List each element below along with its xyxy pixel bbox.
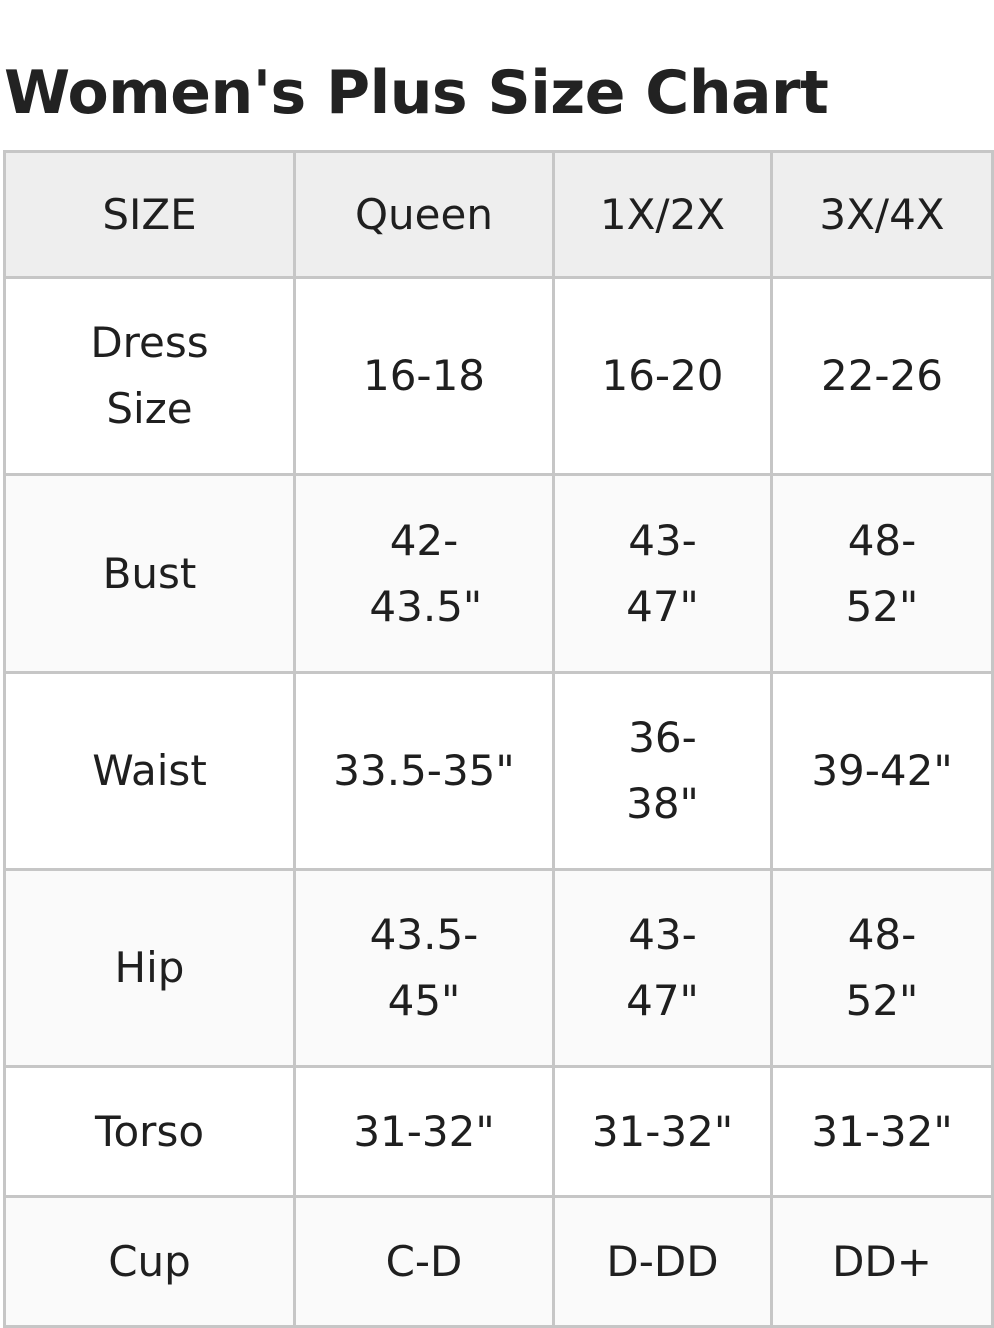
cell: 43-47" — [552, 868, 773, 1068]
header-row: SIZE Queen 1X/2X 3X/4X — [3, 150, 994, 279]
cell: 31-32" — [293, 1065, 555, 1198]
header-1x2x: 1X/2X — [552, 150, 773, 279]
cell: 31-32" — [552, 1065, 773, 1198]
row-label: Torso — [3, 1065, 296, 1198]
cell: 22-26 — [770, 276, 994, 476]
row-label: Bust — [3, 473, 296, 674]
row-label: Dress Size — [3, 276, 296, 476]
cell: 33.5-35" — [293, 671, 555, 871]
cell: DD+ — [770, 1195, 994, 1328]
row-label: Waist — [3, 671, 296, 871]
cell: 31-32" — [770, 1065, 994, 1198]
size-chart-table: SIZE Queen 1X/2X 3X/4X Dress Size 16-18 … — [3, 150, 994, 1328]
cell: 39-42" — [770, 671, 994, 871]
row-waist: Waist 33.5-35" 36-38" 39-42" — [3, 671, 994, 871]
header-size: SIZE — [3, 150, 296, 279]
cell: 48-52" — [770, 868, 994, 1068]
row-cup: Cup C-D D-DD DD+ — [3, 1195, 994, 1328]
page-title: Women's Plus Size Chart — [4, 58, 829, 128]
row-torso: Torso 31-32" 31-32" 31-32" — [3, 1065, 994, 1198]
cell: 16-18 — [293, 276, 555, 476]
row-label: Cup — [3, 1195, 296, 1328]
cell: 42-43.5" — [293, 473, 555, 674]
cell: D-DD — [552, 1195, 773, 1328]
row-hip: Hip 43.5-45" 43-47" 48-52" — [3, 868, 994, 1068]
header-queen: Queen — [293, 150, 555, 279]
row-label: Hip — [3, 868, 296, 1068]
row-dress-size: Dress Size 16-18 16-20 22-26 — [3, 276, 994, 476]
cell: 36-38" — [552, 671, 773, 871]
header-3x4x: 3X/4X — [770, 150, 994, 279]
cell: 43.5-45" — [293, 868, 555, 1068]
cell: 48-52" — [770, 473, 994, 674]
row-bust: Bust 42-43.5" 43-47" 48-52" — [3, 473, 994, 674]
cell: C-D — [293, 1195, 555, 1328]
cell: 43-47" — [552, 473, 773, 674]
cell: 16-20 — [552, 276, 773, 476]
